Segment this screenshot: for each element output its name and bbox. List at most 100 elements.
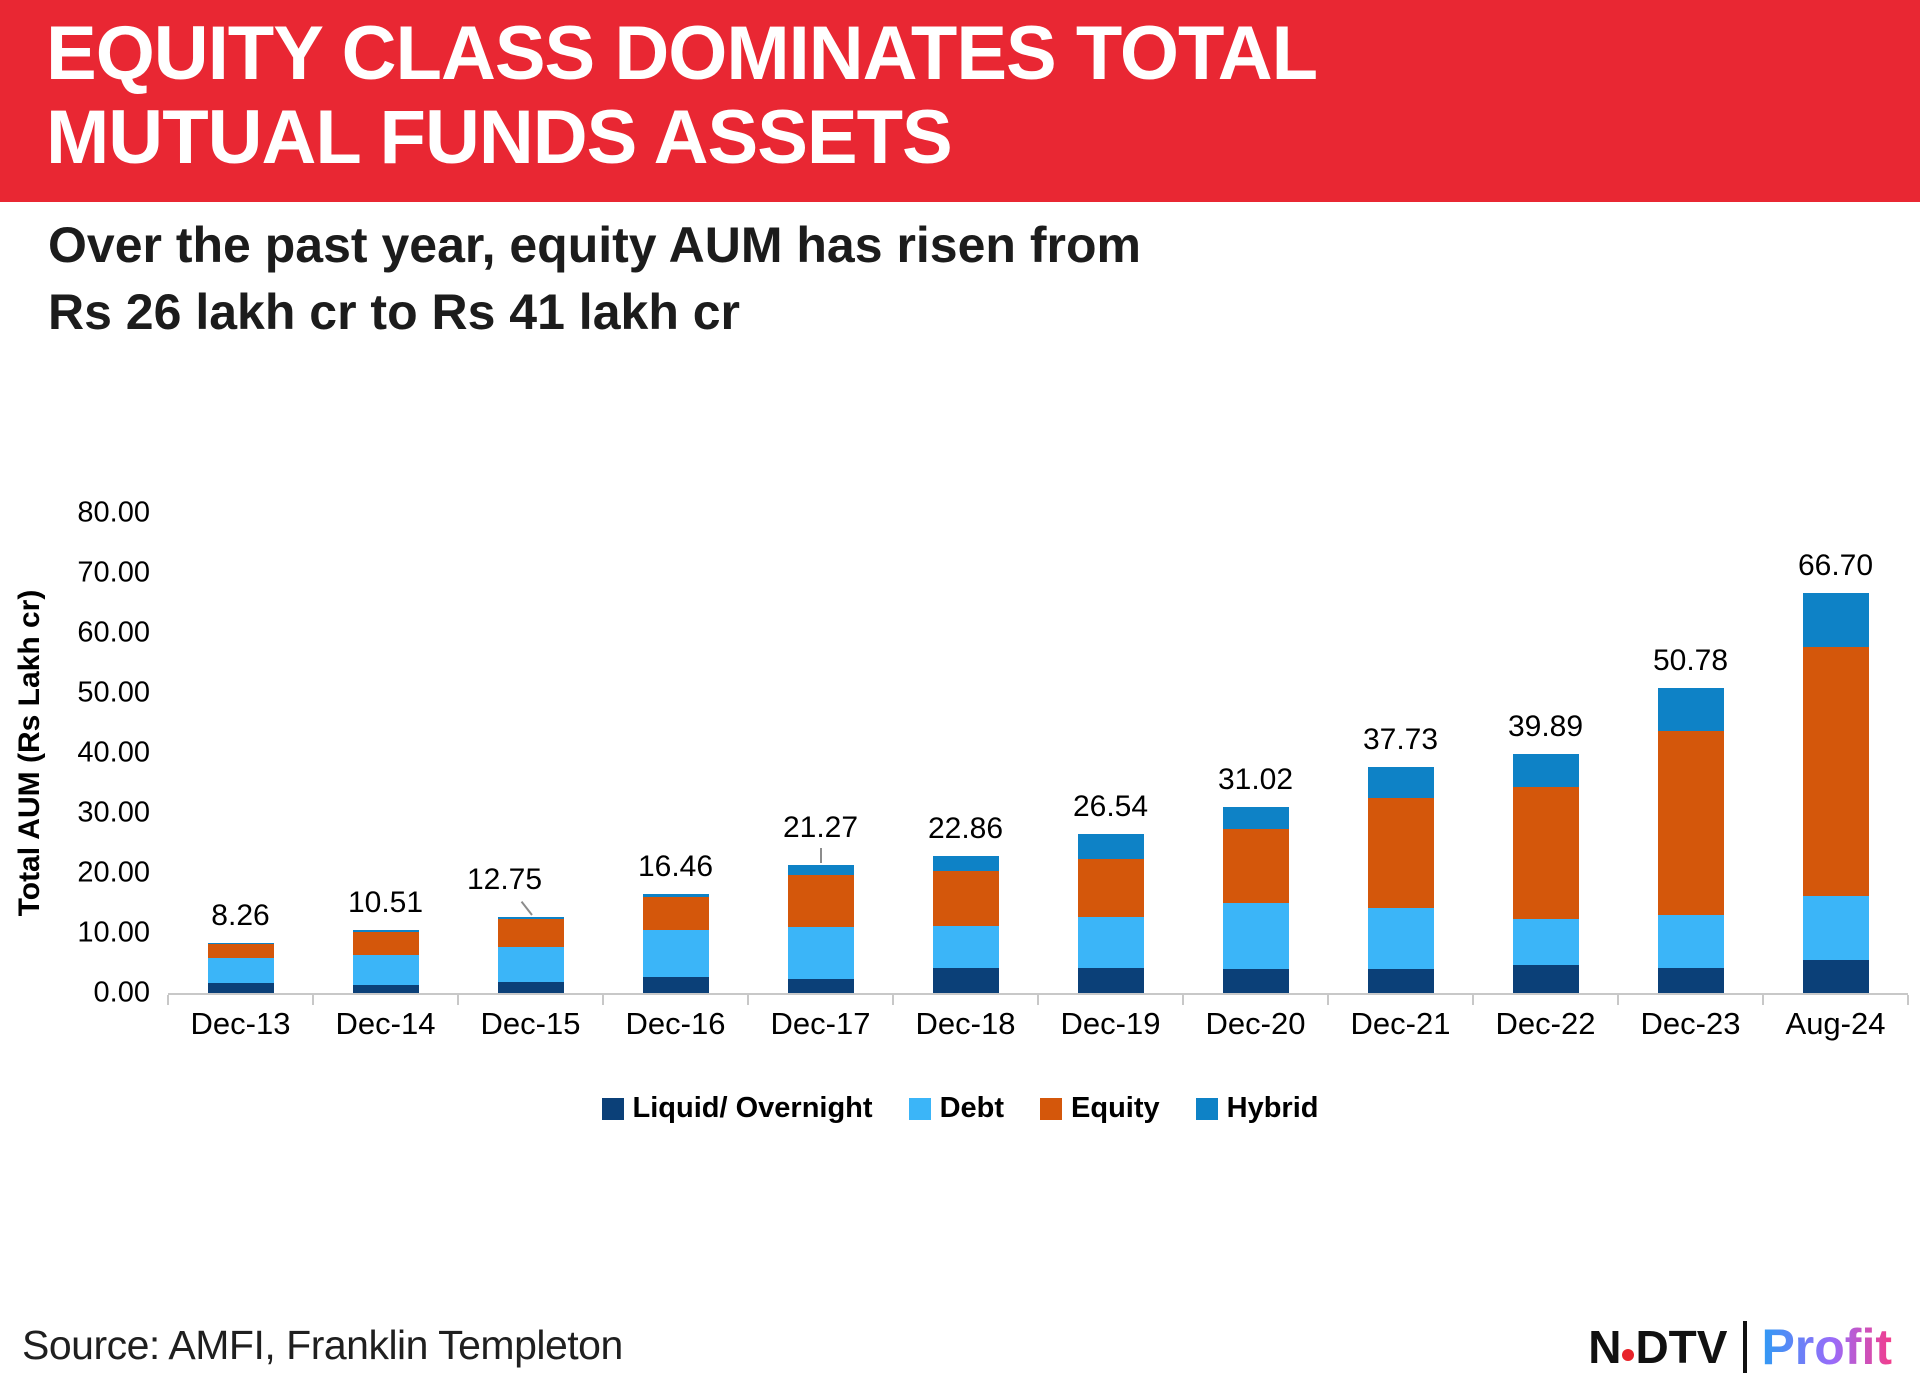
bar-segment-equity: [497, 919, 564, 947]
bar-segment-hybrid: [352, 929, 419, 932]
bar-segment-debt: [497, 946, 564, 983]
label-leader-line: [819, 848, 822, 864]
stacked-bar: [642, 894, 709, 993]
x-axis-tick: [1617, 995, 1619, 1005]
bar-segment-hybrid: [1512, 753, 1579, 787]
bar-segment-debt: [787, 927, 854, 979]
bar-total-label: 37.73: [1362, 722, 1439, 756]
x-axis-tick: [311, 995, 314, 1005]
bar-segment-liquid-overnight: [932, 968, 999, 993]
stacked-bar: [1077, 833, 1144, 993]
bar-segment-equity: [932, 871, 999, 926]
ndtv-wordmark: N DTV: [1588, 1320, 1727, 1374]
x-axis-label-Dec-23: Dec-23: [1640, 1006, 1741, 1041]
stacked-bar: [207, 943, 274, 993]
bar-segment-equity: [1367, 798, 1434, 909]
x-axis-label-Dec-16: Dec-16: [625, 1006, 726, 1041]
bar-slot-Dec-23: 50.78: [1618, 513, 1763, 993]
bar-segment-liquid-overnight: [1802, 959, 1869, 993]
bar-segment-liquid-overnight: [1512, 964, 1579, 993]
bar-segment-liquid-overnight: [1077, 967, 1144, 993]
bar-segment-liquid-overnight: [497, 982, 564, 993]
bar-total-label: 12.75: [466, 862, 543, 896]
bar-slot-Dec-18: 22.86: [893, 513, 1038, 993]
bar-slot-Dec-17: 21.27: [748, 513, 893, 993]
ndtv-profit-logo: N DTV Profit: [1588, 1318, 1892, 1376]
x-axis-label-Dec-19: Dec-19: [1060, 1006, 1161, 1041]
bar-slot-Dec-13: 8.26: [168, 513, 313, 993]
bar-segment-equity: [1222, 828, 1289, 903]
bar-segment-liquid-overnight: [1222, 968, 1289, 993]
stacked-bar: [1367, 766, 1434, 993]
label-leader-line: [520, 900, 533, 916]
bar-total-label: 31.02: [1217, 762, 1294, 796]
x-axis-tick: [892, 995, 894, 1005]
bar-segment-hybrid: [1657, 688, 1724, 731]
x-axis-line: [168, 993, 1908, 995]
bar-total-label: 10.51: [347, 885, 424, 919]
bar-segment-debt: [1222, 902, 1289, 969]
bar-segment-equity: [1077, 858, 1144, 918]
legend-label: Hybrid: [1226, 1092, 1319, 1124]
bar-segment-debt: [1512, 919, 1579, 965]
legend-label: Liquid/ Overnight: [632, 1092, 873, 1124]
x-axis-tick: [456, 995, 459, 1005]
stacked-bar: [1222, 806, 1289, 993]
bar-total-label: 39.89: [1507, 709, 1584, 743]
bar-segment-debt: [932, 925, 999, 969]
bar-segment-equity: [352, 931, 419, 955]
legend-label: Debt: [939, 1092, 1005, 1124]
bar-segment-hybrid: [787, 865, 854, 875]
legend-item-debt: Debt: [908, 1092, 1005, 1125]
y-tick-label: 50.00: [77, 676, 150, 709]
x-axis-label-Aug-24: Aug-24: [1785, 1006, 1886, 1041]
legend-swatch-icon: [1195, 1097, 1218, 1120]
bar-segment-liquid-overnight: [642, 977, 709, 993]
bar-slot-Dec-19: 26.54: [1038, 513, 1183, 993]
y-tick-label: 0.00: [93, 976, 150, 1009]
bar-segment-equity: [642, 897, 709, 930]
y-tick-label: 10.00: [77, 916, 150, 949]
stacked-bar: [932, 855, 999, 993]
x-axis-label-Dec-17: Dec-17: [770, 1006, 871, 1041]
source-note: Source: AMFI, Franklin Templeton: [22, 1322, 623, 1368]
x-axis-tick: [746, 995, 749, 1005]
x-axis-label-Dec-15: Dec-15: [480, 1006, 581, 1041]
ndtv-red-dot-icon: [1622, 1349, 1635, 1361]
chart-legend: Liquid/ Overnight Debt Equity Hybrid: [0, 1092, 1920, 1125]
bar-total-label: 26.54: [1072, 789, 1149, 823]
bar-segment-hybrid: [642, 894, 709, 898]
logo-separator: [1743, 1321, 1748, 1373]
bar-segment-hybrid: [497, 916, 564, 920]
page-title-line2: MUTUAL FUNDS ASSETS: [46, 95, 953, 180]
bar-segment-equity: [787, 875, 854, 928]
stacked-bar: [497, 916, 564, 993]
stacked-bar: [1512, 753, 1579, 993]
bar-slot-Dec-15: 12.75: [458, 513, 603, 993]
bar-total-label: 21.27: [782, 811, 859, 845]
bar-total-label: 66.70: [1797, 548, 1874, 582]
bar-segment-hybrid: [1077, 833, 1144, 859]
x-axis-tick: [1326, 995, 1329, 1005]
bar-segment-hybrid: [932, 855, 999, 872]
bar-segment-equity: [1802, 646, 1869, 897]
legend-item-equity: Equity: [1040, 1092, 1160, 1125]
bar-segment-debt: [1657, 915, 1724, 969]
x-axis-label-Dec-22: Dec-22: [1495, 1006, 1596, 1041]
page-title-line1: EQUITY CLASS DOMINATES TOTAL: [46, 11, 1318, 96]
bar-segment-debt: [1077, 917, 1144, 968]
profit-wordmark: Profit: [1761, 1319, 1892, 1375]
y-tick-label: 70.00: [77, 556, 150, 589]
bar-total-label: 16.46: [637, 850, 714, 884]
bar-segment-debt: [352, 954, 419, 985]
bar-segment-debt: [1367, 908, 1434, 969]
x-axis-labels: Dec-13 Dec-14 Dec-15 Dec-16 Dec-17 Dec-18 Dec-…: [168, 1006, 1908, 1042]
y-tick-label: 40.00: [77, 736, 150, 769]
stacked-bar: [1657, 688, 1724, 993]
plot-area: 8.26 10.51 12.75 16.46 21.27 22.86 26.54 31.02 3…: [167, 513, 1909, 1005]
bar-slot-Dec-16: 16.46: [603, 513, 748, 993]
bar-slot-Dec-22: 39.89: [1473, 513, 1618, 993]
y-tick-label: 80.00: [77, 496, 150, 529]
legend-item-liquid-overnight: Liquid/ Overnight: [601, 1092, 873, 1125]
legend-swatch-icon: [908, 1097, 931, 1120]
